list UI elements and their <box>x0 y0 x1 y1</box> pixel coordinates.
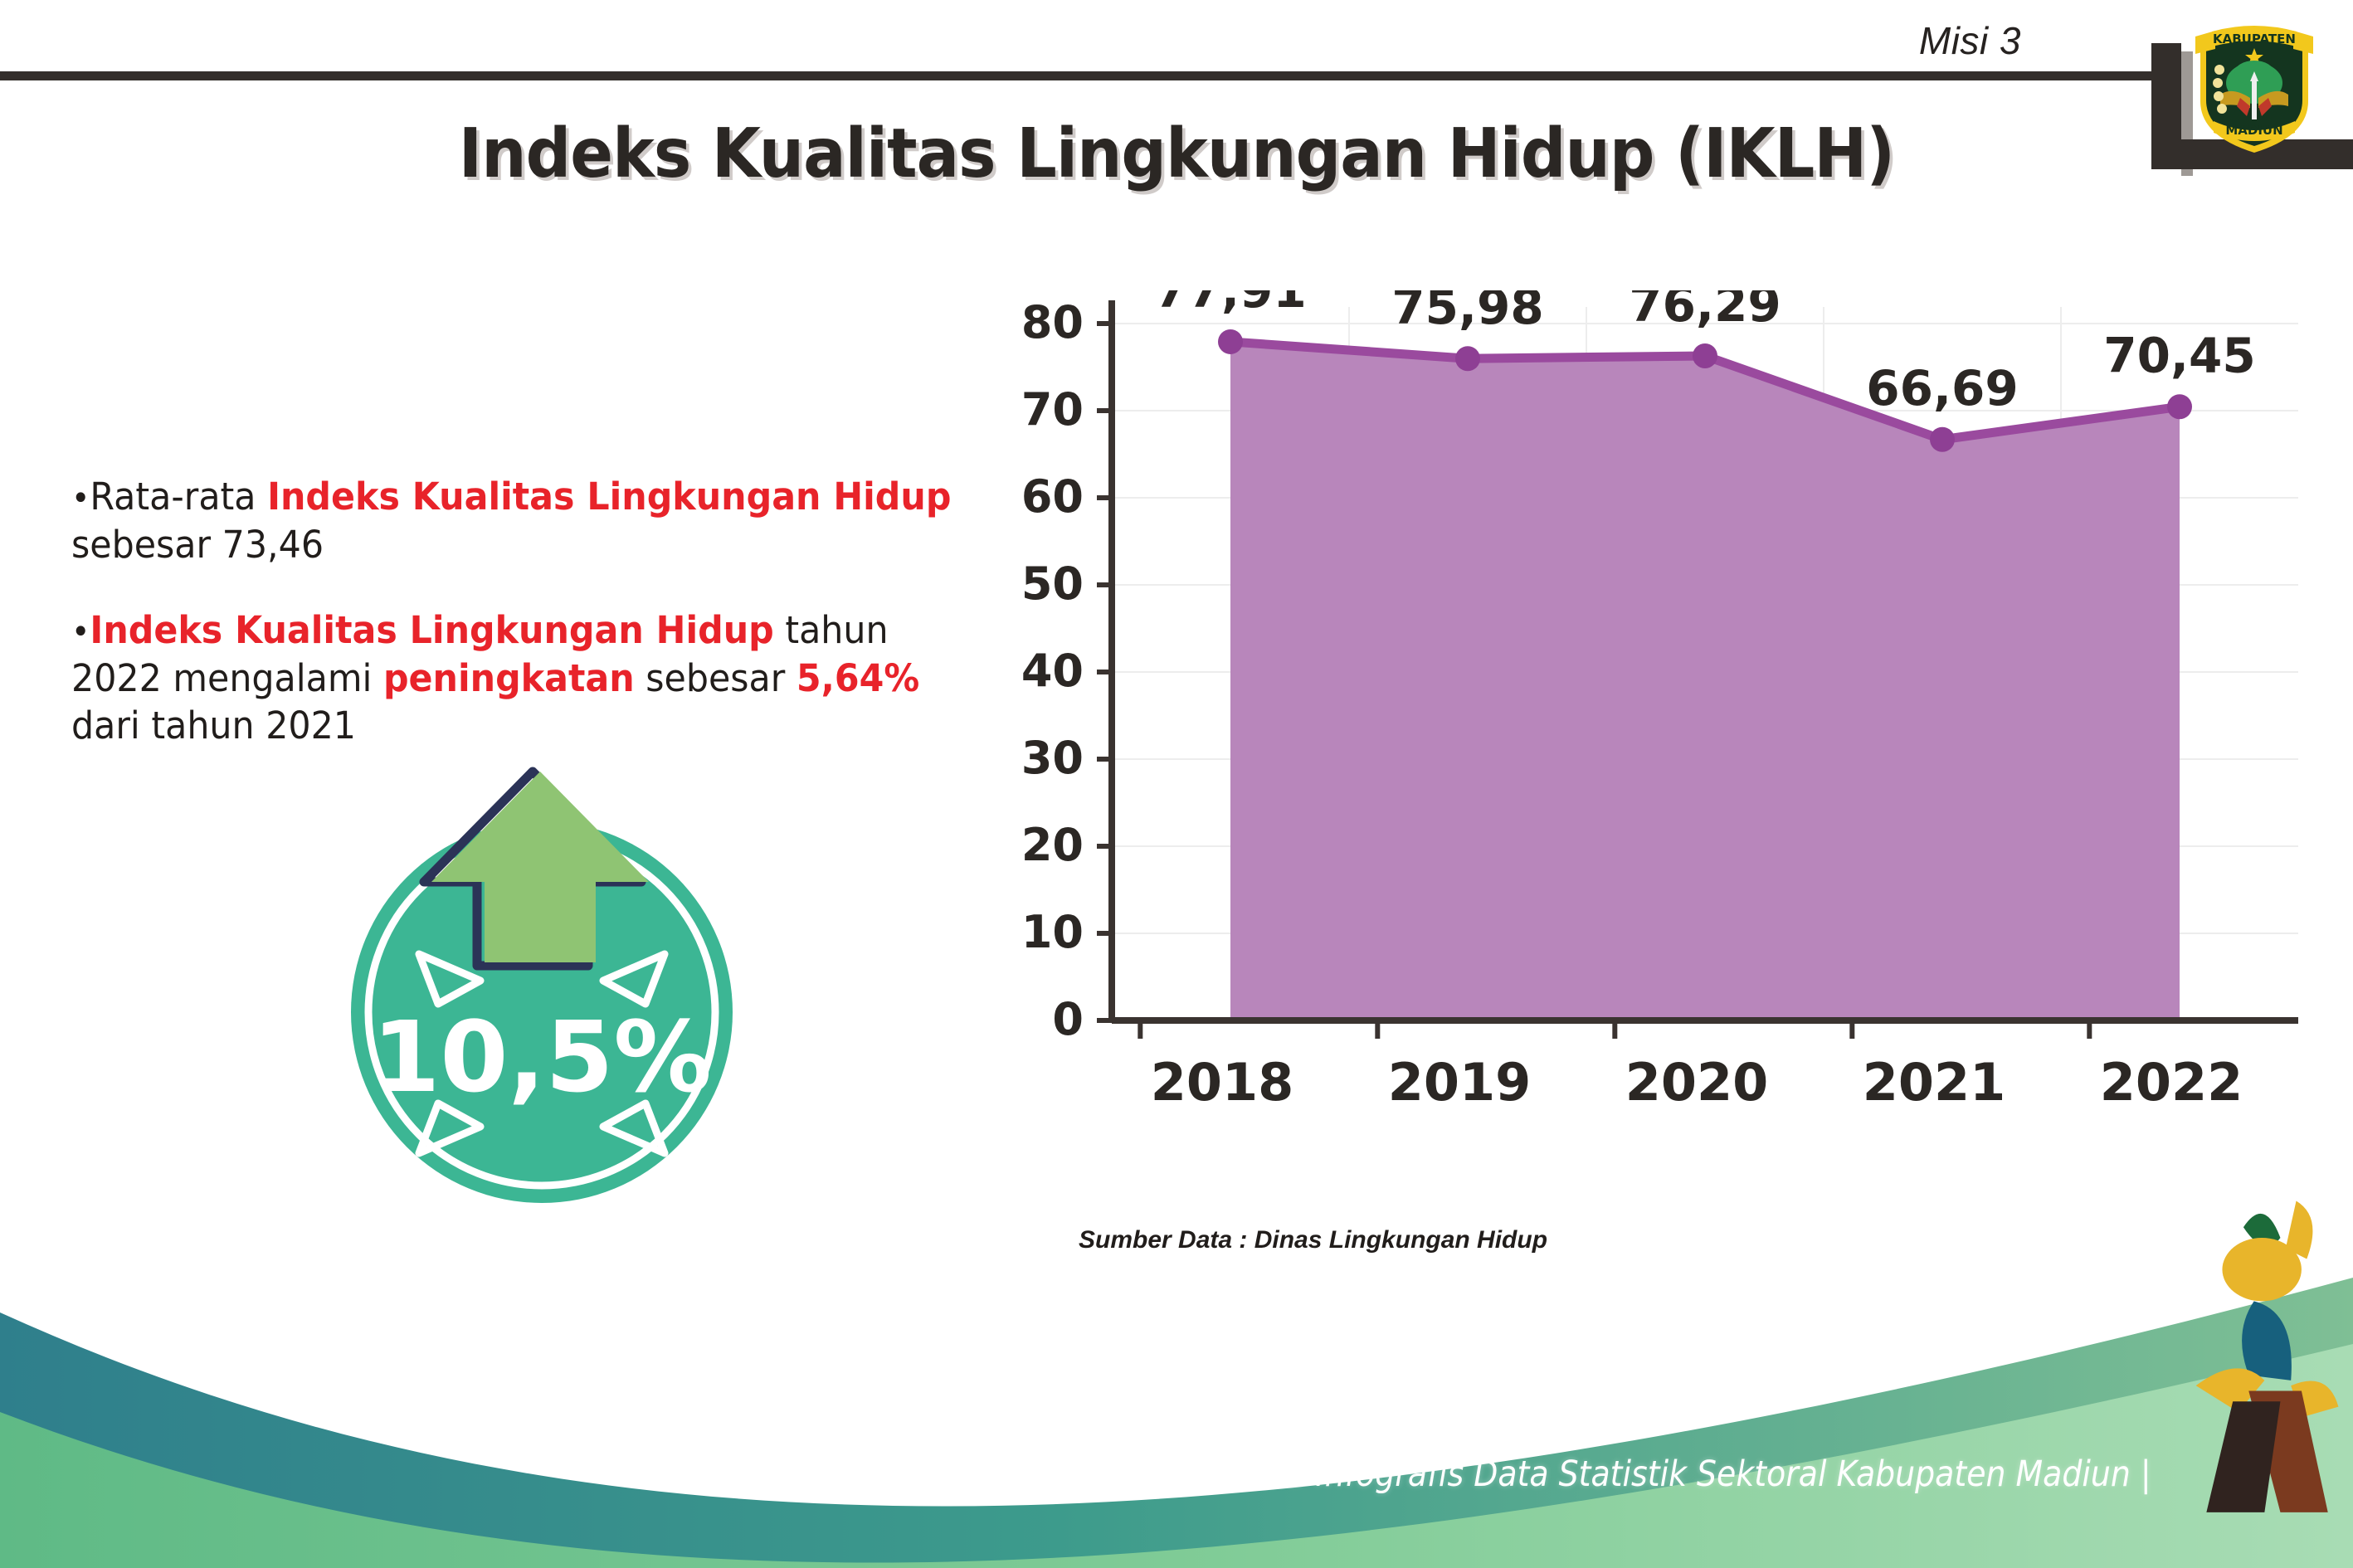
y-tick-label: 20 <box>1021 819 1084 871</box>
chart-x-tick-labels: 2018 2019 2020 2021 2022 <box>1151 1052 2243 1113</box>
increase-badge: 10,5% <box>326 763 758 1211</box>
badge-triangle-bl <box>415 1099 485 1157</box>
x-tick-label: 2018 <box>1151 1052 1294 1113</box>
data-label: 70,45 <box>2103 327 2255 383</box>
y-tick-label: 0 <box>1052 993 1084 1045</box>
bullet-marker: • <box>71 613 90 652</box>
y-tick-label: 40 <box>1021 645 1084 697</box>
y-tick-label: 80 <box>1021 296 1084 348</box>
y-tick-label: 10 <box>1021 906 1084 958</box>
x-tick-label: 2019 <box>1388 1052 1532 1113</box>
footer-wave-shapes <box>0 1278 2353 1568</box>
footer-wave: Media Infografis Data Statistik Sektoral… <box>0 1200 2353 1568</box>
badge-triangle-tr <box>599 950 669 1008</box>
bullet-0-seg-1: Indeks Kualitas Lingkungan Hidup <box>267 475 952 519</box>
bullet-1-seg-0: Indeks Kualitas Lingkungan Hidup <box>90 608 774 653</box>
bullet-1-seg-5: dari tahun 2021 <box>71 704 357 748</box>
mission-label: Misi 3 <box>1918 19 2021 62</box>
bullet-marker: • <box>71 480 90 518</box>
data-label: 66,69 <box>1866 360 2018 416</box>
increase-badge-graphic: 10,5% <box>351 767 733 1203</box>
dancing-figure-logo <box>2195 1200 2339 1512</box>
chart-area-series <box>1218 329 2192 1020</box>
y-tick-label: 60 <box>1021 470 1084 523</box>
data-label: 75,98 <box>1391 290 1543 335</box>
bullet-item-average: •Rata-rata Indeks Kualitas Lingkungan Hi… <box>71 473 954 568</box>
bullet-1-seg-4: 5,64% <box>796 655 920 700</box>
chart-canvas: 0 10 20 30 40 50 60 70 80 2018 2019 2020 2021 2022 7… <box>1021 290 2298 1113</box>
x-tick-label: 2022 <box>2100 1052 2243 1113</box>
svg-text:MADIUN: MADIUN <box>2225 123 2282 138</box>
data-label: 76,29 <box>1629 290 1781 333</box>
badge-triangle-br <box>599 1099 669 1157</box>
chart-y-tick-labels: 0 10 20 30 40 50 60 70 80 <box>1021 296 1084 1045</box>
x-tick-label: 2020 <box>1625 1052 1769 1113</box>
header-rule <box>0 71 2156 80</box>
footer-wave-light <box>0 1344 2353 1568</box>
up-arrow-icon <box>431 772 649 962</box>
bullet-0-seg-2: sebesar 73,46 <box>71 522 324 567</box>
x-tick-label: 2021 <box>1863 1052 2006 1113</box>
data-label: 77,91 <box>1154 290 1306 319</box>
footer-caption: Media Infografis Data Statistik Sektoral… <box>1211 1454 2151 1495</box>
source-note: Sumber Data : Dinas Lingkungan Hidup <box>1079 1226 1548 1254</box>
chart-axes <box>1097 300 2298 1039</box>
y-tick-label: 70 <box>1021 383 1084 436</box>
y-tick-label: 50 <box>1021 558 1084 610</box>
badge-triangle-tl <box>415 950 485 1008</box>
svg-text:KABUPATEN: KABUPATEN <box>2213 32 2296 46</box>
bullet-1-seg-1: tahun 2022 mengalami <box>71 608 889 700</box>
page-title: Indeks Kualitas Lingkungan Hidup (IKLH) <box>458 114 1895 193</box>
badge-value: 10,5% <box>372 1000 711 1114</box>
bullet-list: •Rata-rata Indeks Kualitas Lingkungan Hi… <box>71 473 1001 788</box>
bullet-1-seg-3: sebesar <box>634 655 797 700</box>
y-tick-label: 30 <box>1021 732 1084 784</box>
iklh-area-chart: 0 10 20 30 40 50 60 70 80 2018 2019 2020 2021 2022 7… <box>987 290 2298 1170</box>
bullet-item-increase: •Indeks Kualitas Lingkungan Hidup tahun … <box>71 606 954 750</box>
bullet-1-seg-2: peningkatan <box>382 655 635 700</box>
chart-data-labels: 77,91 75,98 76,29 66,69 70,45 <box>1154 290 2255 416</box>
kabupaten-madiun-emblem-icon: KABUPATEN MADIUN <box>2195 26 2313 153</box>
bullet-0-seg-0: Rata-rata <box>90 475 268 519</box>
